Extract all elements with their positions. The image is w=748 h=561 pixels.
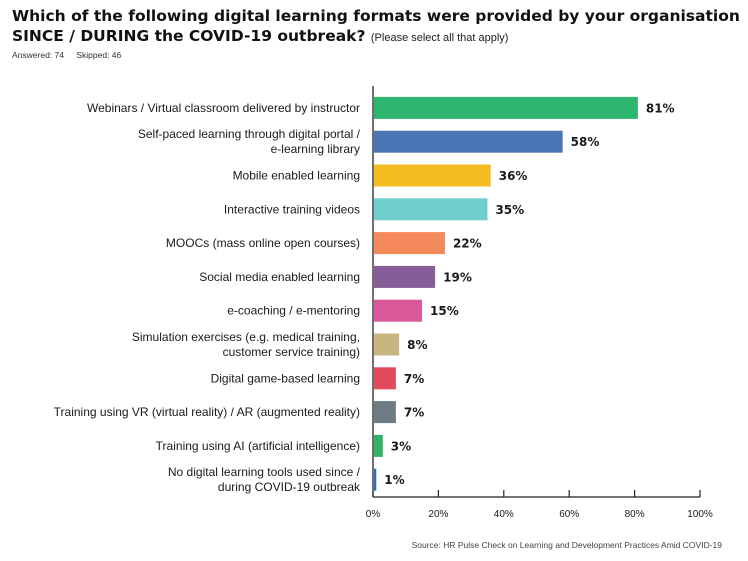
category-label: No digital learning tools used since / du… — [168, 465, 361, 494]
bar — [374, 96, 638, 119]
chart-title-text: Which of the following digital learning … — [12, 7, 740, 45]
bar — [374, 367, 396, 390]
plot-area: 81% Webinars / Virtual classroom delivere… — [54, 86, 713, 520]
bar — [374, 164, 491, 187]
x-tick-label: 0% — [366, 509, 381, 520]
category-label: Training using AI (artificial intelligen… — [156, 439, 360, 453]
chart-title-note: (Please select all that apply) — [370, 32, 509, 44]
x-tick-label: 40% — [494, 509, 514, 520]
bar — [374, 130, 563, 153]
bar — [374, 198, 488, 221]
bar-value-label: 19% — [443, 270, 472, 284]
bar-value-label: 3% — [391, 439, 411, 453]
bar — [374, 468, 377, 491]
bar-value-label: 81% — [646, 101, 675, 115]
category-label: e-coaching / e-mentoring — [227, 304, 360, 318]
bar-value-label: 58% — [571, 135, 600, 149]
x-tick-label: 80% — [625, 509, 645, 520]
x-tick-label: 100% — [687, 509, 713, 520]
category-label: MOOCs (mass online open courses) — [166, 236, 360, 250]
bar — [374, 401, 396, 424]
bar-value-label: 35% — [495, 203, 524, 217]
bar-value-label: 15% — [430, 304, 459, 318]
answered-count: Answered: 74 — [12, 50, 64, 60]
x-tick-label: 60% — [559, 509, 579, 520]
category-label: Self-paced learning through digital port… — [138, 127, 361, 156]
bar-value-label: 7% — [404, 406, 424, 420]
response-stats: Answered: 74 Skipped: 46 — [12, 50, 121, 60]
bar-value-label: 1% — [384, 473, 404, 487]
category-label: Digital game-based learning — [211, 371, 360, 385]
bar-value-label: 36% — [499, 169, 528, 183]
bar — [374, 333, 400, 356]
x-tick-label: 20% — [428, 509, 448, 520]
bar-value-label: 7% — [404, 372, 424, 386]
category-label: Training using VR (virtual reality) / AR… — [54, 405, 360, 419]
chart-title: Which of the following digital learning … — [12, 6, 740, 48]
category-label: Interactive training videos — [224, 202, 360, 216]
bar-value-label: 22% — [453, 237, 482, 251]
bar — [374, 232, 445, 255]
bar — [374, 265, 436, 288]
source-note: Source: HR Pulse Check on Learning and D… — [411, 540, 722, 550]
category-label: Simulation exercises (e.g. medical train… — [132, 330, 360, 359]
bar — [374, 434, 383, 457]
skipped-count: Skipped: 46 — [76, 50, 122, 60]
bar — [374, 299, 423, 322]
bar-value-label: 8% — [407, 338, 427, 352]
category-label: Webinars / Virtual classroom delivered b… — [87, 101, 360, 115]
category-label: Social media enabled learning — [199, 270, 360, 284]
category-label: Mobile enabled learning — [233, 169, 360, 183]
